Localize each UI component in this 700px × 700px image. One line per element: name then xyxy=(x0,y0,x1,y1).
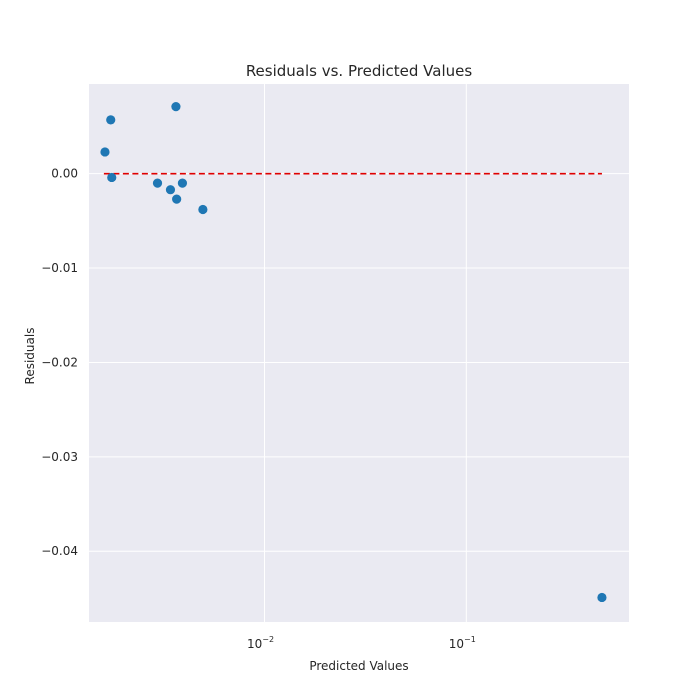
data-point-5 xyxy=(171,102,181,112)
data-point-3 xyxy=(152,178,163,188)
chart-title: Residuals vs. Predicted Values xyxy=(246,62,473,80)
data-point-8 xyxy=(198,204,208,215)
x-tick-label-0: 10−2 xyxy=(247,635,274,651)
data-point-1 xyxy=(106,115,116,125)
x-axis-ticks: 10−2 10−1 xyxy=(247,635,476,651)
data-points xyxy=(100,102,607,603)
data-point-0 xyxy=(100,147,110,157)
y-tick-label-0: 0.00 xyxy=(51,167,78,181)
y-tick-label-1: −0.01 xyxy=(41,261,78,275)
y-tick-label-3: −0.03 xyxy=(41,450,78,464)
y-axis-ticks: 0.00 −0.01 −0.02 −0.03 −0.04 xyxy=(41,167,78,559)
y-tick-label-4: −0.04 xyxy=(41,544,78,558)
y-tick-label-2: −0.02 xyxy=(41,355,78,369)
data-point-2 xyxy=(107,172,117,183)
data-point-7 xyxy=(177,178,188,188)
y-axis-label: Residuals xyxy=(23,328,37,385)
data-point-6 xyxy=(172,194,182,204)
data-point-4 xyxy=(165,185,176,195)
plot-area xyxy=(89,84,629,622)
x-axis-label: Predicted Values xyxy=(309,659,408,673)
x-tick-label-1: 10−1 xyxy=(449,635,476,651)
data-point-9 xyxy=(597,592,607,603)
